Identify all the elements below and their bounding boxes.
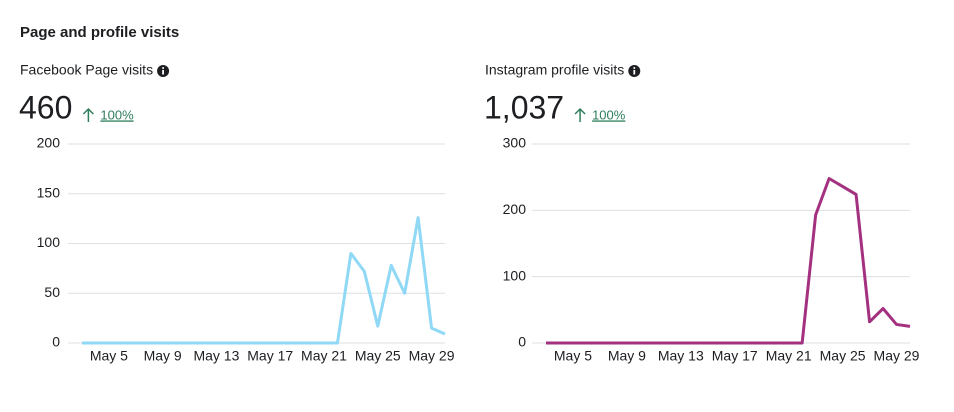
up-arrow-icon (82, 107, 94, 122)
x-tick-label: May 21 (766, 348, 812, 364)
info-icon-dot (633, 67, 636, 69)
y-tick-label: 50 (44, 284, 60, 300)
info-icon-bar (633, 70, 636, 75)
y-tick-label: 200 (37, 135, 61, 151)
y-tick-label: 100 (503, 267, 527, 283)
y-tick-label: 0 (52, 334, 60, 350)
section-title: Page and profile visits (20, 24, 179, 41)
info-icon-dot (162, 67, 165, 69)
x-tick-label: May 5 (554, 348, 592, 364)
x-tick-label: May 29 (874, 348, 920, 364)
x-tick-label: May 17 (712, 348, 758, 364)
x-tick-label: May 17 (247, 348, 293, 364)
y-tick-label: 0 (518, 334, 526, 350)
x-tick-label: May 13 (658, 348, 704, 364)
change-percent: 100% (592, 107, 626, 122)
y-tick-label: 200 (503, 201, 527, 217)
line-series (546, 176, 911, 345)
info-icon-bar (162, 70, 164, 75)
x-tick-label: May 13 (193, 348, 239, 364)
x-tick-label: May 9 (608, 348, 646, 364)
y-tick-label: 300 (503, 135, 527, 151)
chart-title: Facebook Page visits (20, 62, 153, 78)
x-tick-label: May 5 (90, 348, 128, 364)
x-tick-label: May 9 (144, 348, 182, 364)
line-series (82, 216, 446, 345)
x-tick-label: May 29 (409, 348, 455, 364)
total-value: 460 (19, 89, 72, 125)
total-value: 1,037 (484, 89, 564, 125)
y-tick-label: 150 (37, 184, 61, 200)
change-percent: 100% (100, 107, 134, 122)
x-tick-label: May 25 (355, 348, 401, 364)
y-tick-label: 100 (37, 234, 61, 250)
up-arrow-icon (574, 107, 586, 122)
x-tick-label: May 21 (301, 348, 347, 364)
chart-title: Instagram profile visits (485, 62, 624, 78)
x-tick-label: May 25 (820, 348, 866, 364)
